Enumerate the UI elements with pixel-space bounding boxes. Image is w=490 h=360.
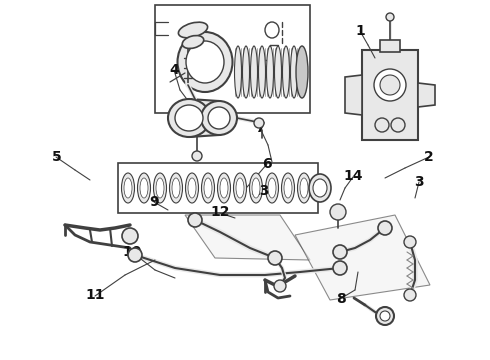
Text: 13: 13 (250, 184, 270, 198)
Ellipse shape (204, 178, 212, 198)
Ellipse shape (122, 173, 134, 203)
Ellipse shape (235, 46, 242, 98)
Circle shape (330, 204, 346, 220)
Ellipse shape (291, 46, 297, 98)
Ellipse shape (218, 173, 230, 203)
Text: 8: 8 (336, 292, 345, 306)
Text: 2: 2 (424, 150, 434, 163)
Ellipse shape (266, 173, 278, 203)
Ellipse shape (268, 178, 276, 198)
Ellipse shape (178, 22, 208, 38)
Ellipse shape (265, 22, 279, 38)
Ellipse shape (313, 179, 327, 197)
Circle shape (380, 311, 390, 321)
Ellipse shape (220, 178, 228, 198)
Ellipse shape (267, 46, 273, 98)
Ellipse shape (124, 178, 132, 198)
Polygon shape (185, 215, 310, 260)
Circle shape (375, 118, 389, 132)
Ellipse shape (281, 173, 294, 203)
Polygon shape (418, 83, 435, 107)
Ellipse shape (309, 174, 331, 202)
Ellipse shape (284, 178, 292, 198)
Circle shape (374, 69, 406, 101)
Ellipse shape (296, 46, 308, 98)
Text: 12: 12 (211, 206, 230, 219)
Ellipse shape (234, 173, 246, 203)
Ellipse shape (186, 173, 198, 203)
Ellipse shape (243, 46, 249, 98)
Ellipse shape (170, 173, 182, 203)
Circle shape (188, 213, 202, 227)
Text: 5: 5 (51, 150, 61, 163)
Text: 9: 9 (149, 195, 159, 208)
Circle shape (378, 221, 392, 235)
Circle shape (333, 245, 347, 259)
Circle shape (274, 280, 286, 292)
Circle shape (122, 228, 138, 244)
Circle shape (380, 75, 400, 95)
Text: 11: 11 (86, 288, 105, 302)
Ellipse shape (250, 46, 258, 98)
Bar (380, 40, 400, 52)
Ellipse shape (153, 173, 167, 203)
Bar (362, 50, 418, 140)
Ellipse shape (283, 46, 290, 98)
Circle shape (376, 307, 394, 325)
Ellipse shape (201, 173, 215, 203)
Polygon shape (189, 99, 219, 137)
Text: 6: 6 (262, 157, 272, 171)
Ellipse shape (156, 178, 164, 198)
Circle shape (192, 151, 202, 161)
Text: 4: 4 (169, 63, 179, 77)
Ellipse shape (172, 178, 180, 198)
Polygon shape (345, 75, 362, 115)
Circle shape (268, 251, 282, 265)
Ellipse shape (188, 178, 196, 198)
Ellipse shape (300, 178, 308, 198)
Ellipse shape (168, 99, 210, 137)
Text: 3: 3 (414, 175, 424, 189)
Circle shape (404, 236, 416, 248)
Circle shape (333, 261, 347, 275)
Text: 10: 10 (122, 245, 142, 259)
Text: 14: 14 (343, 170, 363, 183)
Ellipse shape (175, 105, 203, 131)
Bar (118, 163, 318, 213)
Ellipse shape (186, 41, 224, 83)
Ellipse shape (274, 46, 281, 98)
Circle shape (391, 118, 405, 132)
Ellipse shape (297, 173, 311, 203)
Ellipse shape (138, 173, 150, 203)
Ellipse shape (201, 101, 237, 135)
Bar (155, 5, 310, 113)
Circle shape (128, 248, 142, 262)
Text: 7: 7 (255, 121, 265, 135)
Ellipse shape (254, 118, 264, 128)
Ellipse shape (386, 13, 394, 21)
Ellipse shape (249, 173, 263, 203)
Ellipse shape (252, 178, 260, 198)
Circle shape (404, 289, 416, 301)
Ellipse shape (208, 107, 230, 129)
Text: 1: 1 (355, 24, 365, 37)
Ellipse shape (140, 178, 148, 198)
Ellipse shape (182, 36, 204, 49)
Polygon shape (295, 215, 430, 300)
Ellipse shape (259, 46, 266, 98)
Ellipse shape (236, 178, 244, 198)
Ellipse shape (177, 32, 232, 92)
